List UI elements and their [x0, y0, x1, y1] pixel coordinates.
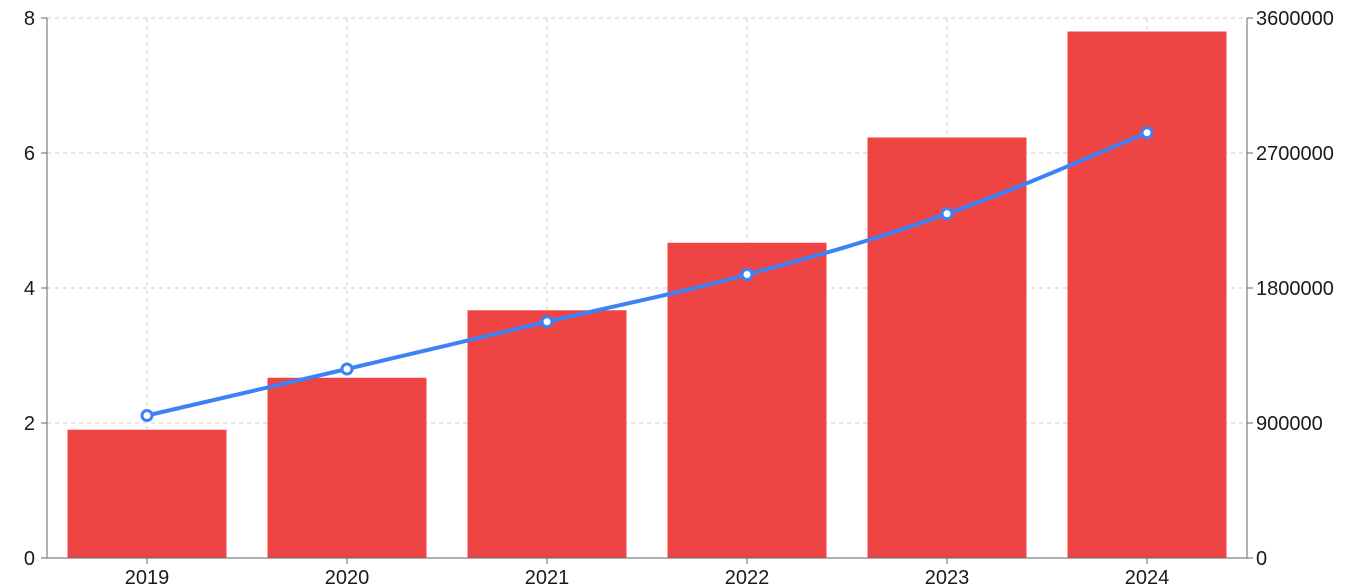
- x-tick-label: 2022: [725, 567, 770, 586]
- series-line: [146, 130, 1148, 418]
- right-tick-label: 900000: [1256, 413, 1323, 435]
- left-tick-label: 6: [24, 143, 35, 165]
- x-tick-label: 2021: [525, 567, 570, 586]
- left-tick-label: 4: [24, 278, 35, 300]
- left-tick-label: 0: [24, 548, 35, 570]
- line-series: [140, 126, 1154, 422]
- bar: [267, 377, 427, 558]
- bar: [67, 429, 227, 558]
- line-point: [340, 362, 354, 376]
- right-tick-label: 3600000: [1256, 8, 1334, 30]
- line-point: [140, 409, 154, 422]
- bar: [1067, 31, 1227, 558]
- line-point: [740, 268, 754, 281]
- x-tick-label: 2023: [925, 567, 970, 586]
- bar: [467, 310, 627, 558]
- bar: [867, 137, 1027, 558]
- line-point: [940, 207, 954, 221]
- bar-series: [67, 31, 1227, 558]
- bar: [667, 242, 827, 558]
- x-tick-label: 2019: [125, 567, 170, 586]
- tick-labels: 0 2 4 6 8 0 900000 1800000 2700000 3600000 2019 202…: [24, 8, 1334, 586]
- left-tick-label: 8: [24, 8, 35, 30]
- right-tick-label: 2700000: [1256, 143, 1334, 165]
- left-tick-label: 2: [24, 413, 35, 435]
- axes: [41, 17, 1253, 564]
- grid-lines: [47, 17, 1247, 559]
- x-tick-label: 2020: [325, 567, 370, 586]
- right-tick-label: 1800000: [1256, 278, 1334, 300]
- right-tick-label: 0: [1256, 548, 1267, 570]
- line-point: [1140, 126, 1154, 140]
- line-point: [540, 315, 554, 329]
- x-tick-label: 2024: [1125, 567, 1170, 586]
